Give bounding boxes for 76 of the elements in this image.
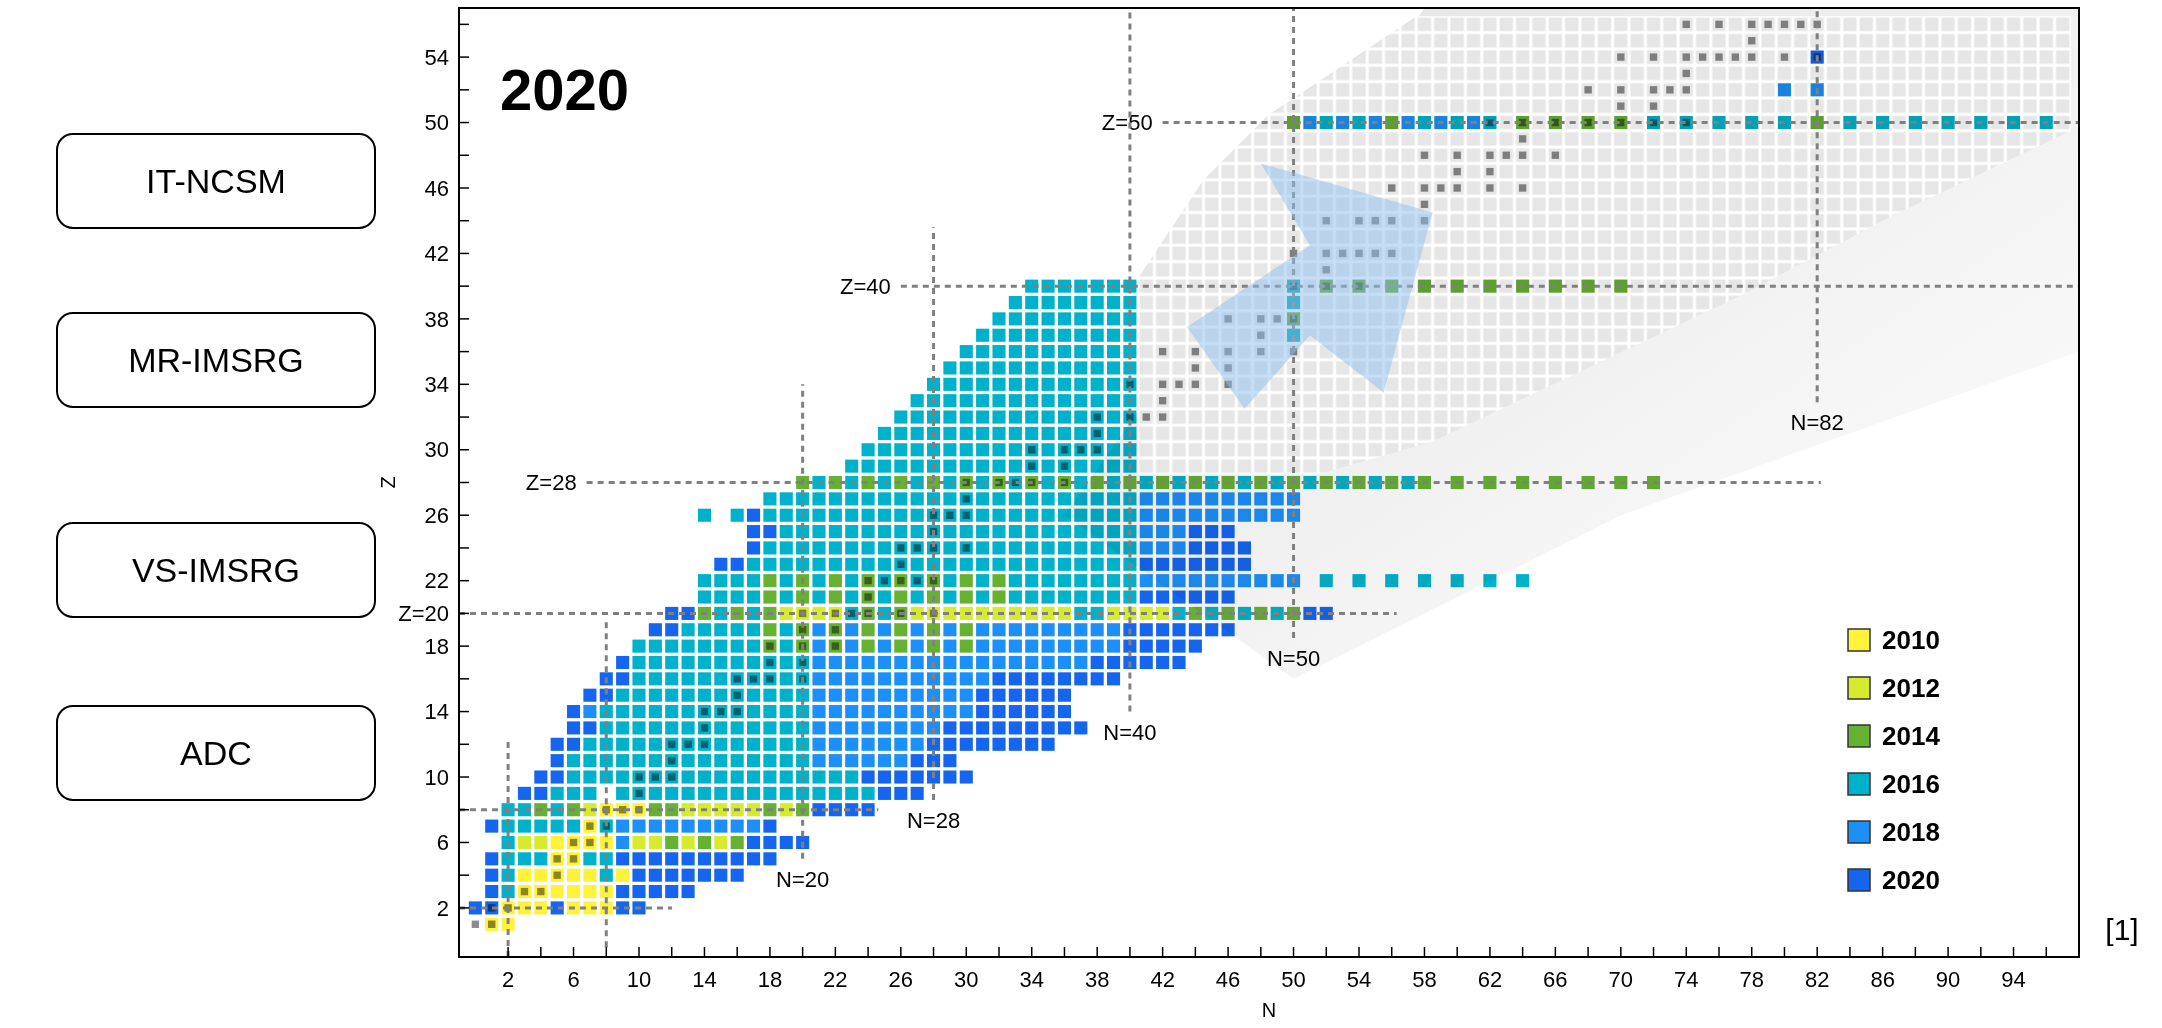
x-tick-label: 46 xyxy=(1215,967,1241,992)
y-tick-label: 42 xyxy=(424,241,449,267)
x-axis-title: N xyxy=(1261,999,1277,1021)
ref-line-label: Z=50 xyxy=(1101,110,1153,136)
x-tick-label: 10 xyxy=(626,967,652,992)
y-tick-label: 6 xyxy=(436,830,449,856)
point xyxy=(648,835,662,850)
x-tick-label: 22 xyxy=(823,967,848,992)
ref-line-label: N=82 xyxy=(1790,410,1844,436)
point xyxy=(616,868,630,882)
x-tick-label: 66 xyxy=(1543,967,1568,992)
x-tick-label: 70 xyxy=(1608,967,1634,992)
x-tick-label: 6 xyxy=(567,967,580,992)
ref-line-label: N=50 xyxy=(1266,645,1321,671)
legend-label: 2010 xyxy=(1882,625,1940,656)
point xyxy=(517,868,531,882)
ref-line-label: Z=28 xyxy=(525,470,577,496)
point xyxy=(567,885,581,899)
y-tick-label: 22 xyxy=(424,568,449,594)
x-tick-label: 30 xyxy=(954,967,979,992)
text: [1] xyxy=(2105,913,2139,946)
x-tick-label: 62 xyxy=(1477,967,1503,992)
y-tick-label: 14 xyxy=(424,699,449,725)
ref-line-label: N=20 xyxy=(776,866,830,892)
point xyxy=(583,868,597,882)
y-tick-label: 50 xyxy=(424,110,449,136)
text: ADC xyxy=(180,733,252,772)
y-tick-label: 46 xyxy=(424,175,449,201)
point xyxy=(567,868,581,882)
point xyxy=(714,835,728,850)
x-tick-label: 2 xyxy=(501,967,515,992)
text: VS-IMSRG xyxy=(131,550,301,589)
ref-line-label: Z=20 xyxy=(398,601,449,627)
ref-line-label: Z=40 xyxy=(840,273,891,299)
y-tick-label: 34 xyxy=(424,372,449,398)
point xyxy=(632,835,646,850)
x-tick-label: 90 xyxy=(1935,967,1961,992)
point xyxy=(550,835,564,850)
x-tick-label: 86 xyxy=(1870,967,1895,992)
text: MR-IMSRG xyxy=(128,340,304,379)
legend-label: 2018 xyxy=(1882,817,1940,848)
x-tick-label: 14 xyxy=(692,967,717,992)
x-tick-label: 78 xyxy=(1739,967,1764,992)
y-tick-label: 2 xyxy=(436,895,449,921)
y-tick-label: 54 xyxy=(424,44,449,70)
legend-label: 2020 xyxy=(1882,865,1940,896)
point xyxy=(681,835,695,850)
legend-label: 2012 xyxy=(1882,673,1940,704)
point xyxy=(550,885,564,899)
x-tick-label: 42 xyxy=(1150,967,1175,992)
text: IT-NCSM xyxy=(146,161,286,200)
x-tick-label: 26 xyxy=(888,967,914,992)
legend-label: 2016 xyxy=(1882,769,1940,800)
x-tick-label: 54 xyxy=(1346,967,1372,992)
y-tick-label: 26 xyxy=(424,502,449,528)
point xyxy=(517,835,531,850)
y-axis-title: Z xyxy=(377,476,399,489)
y-tick-label: 10 xyxy=(424,764,449,790)
ref-line-label: N=28 xyxy=(906,807,961,833)
x-tick-label: 18 xyxy=(757,967,783,992)
x-tick-label: 82 xyxy=(1804,967,1830,992)
text: 2020 xyxy=(500,57,630,122)
x-tick-label: 38 xyxy=(1084,967,1110,992)
x-tick-label: 94 xyxy=(2001,967,2026,992)
x-tick-label: 74 xyxy=(1674,967,1699,992)
point xyxy=(534,835,548,850)
x-tick-label: 50 xyxy=(1281,967,1306,992)
point xyxy=(534,868,548,882)
point xyxy=(583,885,597,899)
y-tick-label: 18 xyxy=(424,633,449,659)
legend-label: 2014 xyxy=(1882,721,1941,752)
y-tick-label: 38 xyxy=(424,306,449,332)
x-tick-label: 34 xyxy=(1019,967,1044,992)
x-tick-label: 58 xyxy=(1412,967,1437,992)
y-tick-label: 30 xyxy=(424,437,449,463)
ref-line-label: N=40 xyxy=(1103,719,1157,745)
